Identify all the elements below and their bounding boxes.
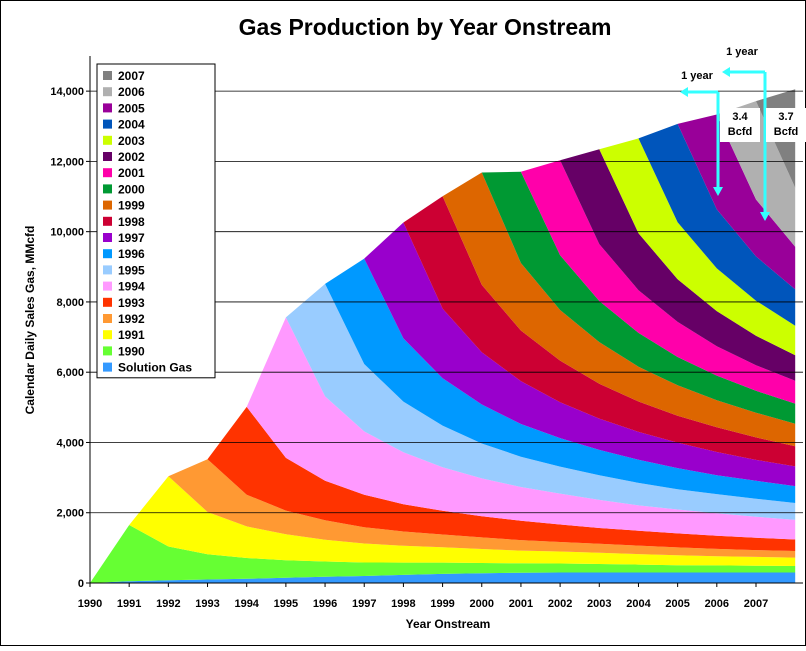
x-tick-label: 2005 (665, 598, 689, 610)
annotation-box (720, 108, 760, 142)
legend-swatch (103, 281, 112, 291)
legend-swatch (103, 233, 112, 242)
y-tick-label: 2,000 (56, 508, 84, 520)
area (90, 258, 796, 583)
y-tick-label: 12,000 (50, 156, 84, 168)
y-tick-label: 10,000 (50, 227, 84, 239)
x-tick-label: 1997 (352, 598, 376, 610)
legend-swatch (103, 297, 112, 307)
legend-swatch (103, 346, 112, 356)
annotation-text: Bcfd (728, 126, 752, 138)
legend-label: 1995 (118, 263, 145, 277)
legend-swatch (103, 216, 112, 226)
area (90, 196, 796, 583)
legend-label: 1992 (118, 312, 145, 326)
area (90, 476, 796, 583)
y-tick-label: 4,000 (56, 437, 84, 449)
legend-label: 2000 (118, 182, 145, 196)
x-tick-label: 1993 (195, 598, 219, 610)
legend-label: 1990 (118, 344, 145, 358)
area (90, 283, 796, 583)
legend-swatch (103, 87, 112, 97)
y-axis-label: Calendar Daily Sales Gas, MMcfd (23, 226, 37, 415)
legend-label: 1994 (118, 280, 145, 294)
area (90, 172, 796, 583)
x-tick-label: 1998 (391, 598, 415, 610)
legend-label: 2007 (118, 69, 145, 83)
chart-title: Gas Production by Year Onstream (239, 14, 612, 40)
arrow-head (760, 212, 770, 221)
legend-swatch (103, 184, 112, 194)
legend-label: 1991 (118, 328, 145, 342)
legend-box (96, 63, 216, 379)
x-axis-label: Year Onstream (406, 617, 491, 631)
annotation-text: Bcfd (774, 126, 798, 138)
legend-swatch (103, 119, 112, 129)
area (90, 525, 796, 583)
legend-label: 1999 (118, 199, 145, 213)
legend-swatch (103, 362, 112, 372)
arrow-head (680, 87, 688, 97)
annotation-text: 3.4 (732, 111, 748, 123)
x-tick-label: 2006 (705, 598, 729, 610)
legend-swatch (103, 152, 112, 161)
annotation-text: 3.7 (778, 111, 793, 123)
x-tick-label: 2002 (548, 598, 572, 610)
annotations: 1 year 1 year 3.4 Bcfd 3.7 Bcfd (675, 44, 806, 221)
area (90, 459, 796, 583)
area (90, 317, 796, 583)
x-tick-label: 1995 (274, 598, 298, 610)
x-tick-label: 1992 (156, 598, 180, 610)
legend-label: 1996 (118, 247, 145, 261)
legend-swatch (103, 200, 112, 210)
legend-label: 2006 (118, 85, 145, 99)
legend-swatch (103, 314, 112, 323)
legend: 2007 2006 2005 2004 2003 2002 2001 2000 1999 1998… (96, 63, 216, 379)
annotation-box (766, 108, 806, 142)
x-tick-label: 2007 (744, 598, 768, 610)
legend-label: 2004 (118, 118, 145, 132)
y-tick-label: 8,000 (56, 297, 84, 309)
legend-swatch (103, 103, 112, 113)
annotation-bg (675, 68, 719, 82)
annotation-text: 1 year (726, 46, 759, 58)
legend-swatch (103, 330, 112, 340)
legend-label: 2003 (118, 134, 145, 148)
area (90, 149, 796, 583)
legend-label: 2002 (118, 150, 145, 164)
legend-swatch (103, 168, 112, 178)
arrow-head (713, 187, 723, 196)
legend-label: 1993 (118, 296, 145, 310)
x-tick-label: 1990 (78, 598, 102, 610)
x-tick-label: 2004 (626, 598, 651, 610)
y-tick-label: 0 (78, 578, 84, 590)
legend-swatch (103, 135, 112, 145)
y-tick-label: 14,000 (50, 86, 84, 98)
legend-label: 1997 (118, 231, 145, 245)
legend-label: 2005 (118, 101, 145, 115)
x-tick-label: 1991 (117, 598, 141, 610)
legend-label: Solution Gas (118, 361, 192, 375)
x-tick-label: 1996 (313, 598, 337, 610)
arrow-head (722, 67, 730, 77)
areas (90, 89, 796, 584)
area (90, 572, 796, 583)
legend-swatch (103, 249, 112, 259)
legend-swatch (103, 265, 112, 275)
legend-label: 2001 (118, 166, 145, 180)
annotation-text: 1 year (681, 70, 714, 82)
y-tick-label: 6,000 (56, 367, 84, 379)
x-tick-label: 2000 (470, 598, 494, 610)
x-tick-label: 2003 (587, 598, 611, 610)
x-tick-label: 1994 (234, 598, 259, 610)
area (90, 406, 796, 583)
x-tick-label: 2001 (509, 598, 533, 610)
x-tick-label: 1999 (430, 598, 454, 610)
annotation-bg (720, 44, 764, 58)
legend-swatch (103, 71, 112, 80)
legend-label: 1998 (118, 215, 145, 229)
axes: 0 2,000 4,000 6,000 8,000 10,000 12,000 14,000 1… (50, 56, 803, 610)
